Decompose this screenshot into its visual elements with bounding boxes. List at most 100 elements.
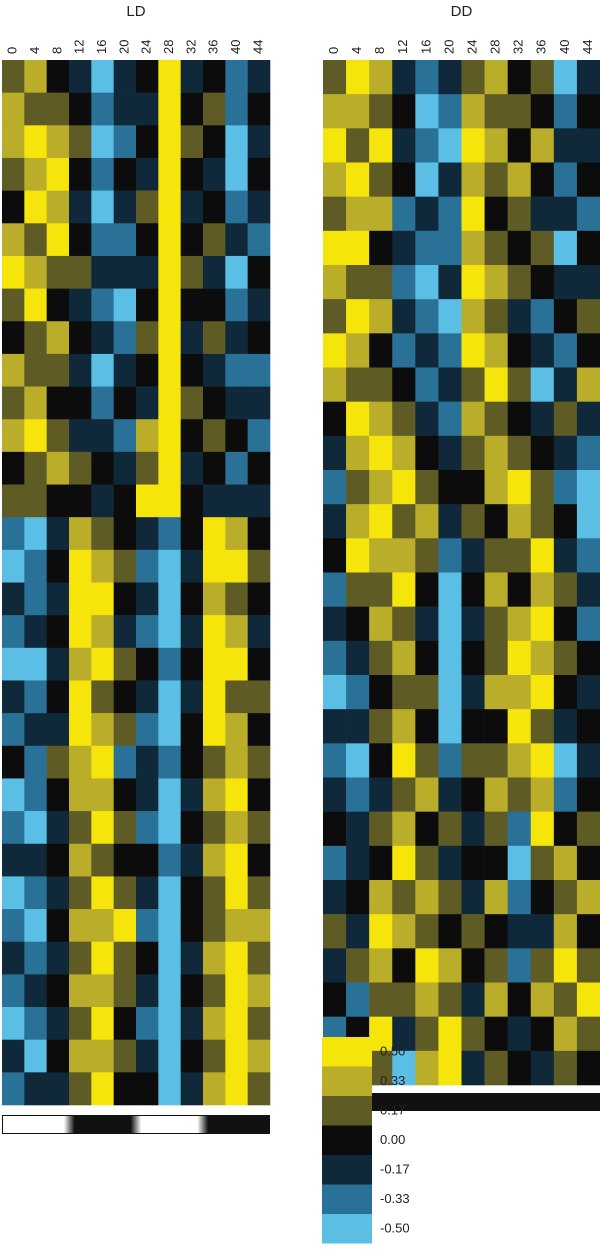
heatmap-cell [91, 451, 114, 485]
heatmap-cell [323, 196, 347, 232]
heatmap-cell [461, 265, 485, 300]
heatmap-cell [484, 196, 508, 232]
heatmap-cell [507, 845, 532, 881]
heatmap-cell [113, 713, 137, 747]
heatmap-cell [136, 288, 159, 322]
heatmap-cell [69, 549, 92, 583]
heatmap-cell [158, 549, 181, 583]
heatmap-cell [415, 435, 439, 471]
heatmap-cell [553, 128, 578, 163]
heatmap-cell [91, 680, 114, 714]
column-label: 0 [326, 47, 341, 54]
heatmap-cell [69, 223, 92, 257]
heatmap-cell [530, 709, 555, 744]
heatmap-cell [392, 94, 416, 129]
heatmap-cell [24, 811, 47, 845]
heatmap-cell [323, 845, 347, 881]
heatmap-cell [203, 484, 226, 518]
heatmap-cell [461, 777, 485, 812]
column-label: 40 [557, 40, 572, 54]
heatmap-cell [91, 974, 114, 1008]
heatmap-cell [530, 777, 555, 812]
heatmap-cell [438, 777, 462, 812]
heatmap-cell [2, 811, 25, 845]
heatmap-cell [91, 549, 114, 583]
heatmap-cell [553, 948, 578, 983]
heatmap-cell [46, 941, 70, 975]
heatmap-cell [507, 777, 532, 812]
heatmap-cell [2, 92, 25, 126]
panel-title: LD [126, 3, 145, 20]
heatmap-cell [247, 1039, 271, 1073]
heatmap-cell [225, 1039, 248, 1073]
heatmap-cell [415, 709, 439, 744]
heatmap-cell [576, 60, 600, 95]
heatmap-cell [346, 196, 370, 232]
heatmap-cell [136, 1039, 159, 1073]
heatmap-cell [415, 94, 439, 129]
heatmap-cell [91, 517, 114, 551]
heatmap-cell [158, 223, 181, 257]
heatmap-cell [158, 876, 181, 910]
heatmap-cell [392, 914, 416, 949]
heatmap-cell [484, 1050, 508, 1086]
heatmap-cell [136, 811, 159, 845]
heatmap-cell [553, 367, 578, 402]
heatmap-cell [484, 572, 508, 607]
heatmap-cell [225, 615, 248, 649]
heatmap-cell [247, 321, 271, 355]
heatmap-cell [91, 223, 114, 257]
heatmap-cell [113, 941, 137, 975]
heatmap-cell [158, 451, 181, 485]
heatmap-cell [576, 162, 600, 197]
heatmap-cell [203, 190, 226, 224]
heatmap-cell [484, 435, 508, 471]
legend-label: 0.17 [380, 1102, 405, 1117]
heatmap-cell [323, 880, 347, 915]
heatmap-cell [24, 1007, 47, 1040]
heatmap-cell [323, 162, 347, 197]
heatmap-cell [69, 778, 92, 812]
heatmap-cell [247, 811, 271, 845]
heatmap-cell [415, 1050, 439, 1086]
heatmap-cell [415, 640, 439, 676]
column-label: 36 [534, 40, 549, 54]
heatmap-cell [2, 125, 25, 159]
heatmap-cell [203, 1039, 226, 1073]
heatmap-cell [2, 517, 25, 551]
heatmap-cell [180, 451, 204, 485]
heatmap-cell [203, 582, 226, 616]
heatmap-cell [113, 549, 137, 583]
heatmap-cell [461, 504, 485, 539]
heatmap-cell [225, 288, 248, 322]
heatmap-cell [113, 223, 137, 257]
heatmap-cell [225, 255, 248, 289]
heatmap-cell [2, 713, 25, 747]
heatmap-cell [203, 876, 226, 910]
heatmap-cell [46, 484, 70, 518]
heatmap-cell [438, 401, 462, 437]
heatmap-cell [415, 230, 439, 266]
heatmap-cell [484, 811, 508, 847]
legend-swatch [322, 1125, 372, 1155]
heatmap-cell [553, 743, 578, 778]
heatmap-cell [530, 572, 555, 607]
legend-label: 0.50 [380, 1043, 405, 1058]
heatmap-cell [369, 230, 393, 266]
heatmap-cell [415, 333, 439, 368]
heatmap-cell [369, 470, 393, 505]
heatmap-cell [46, 647, 70, 681]
heatmap-cell [461, 367, 485, 402]
heatmap-cell [24, 909, 47, 943]
heatmap-cell [323, 230, 347, 266]
heatmap-cell [507, 265, 532, 300]
heatmap-cell [438, 845, 462, 881]
heatmap-cell [369, 880, 393, 915]
heatmap-cell [91, 386, 114, 420]
heatmap-cell [24, 484, 47, 518]
heatmap-cell [507, 367, 532, 402]
heatmap-cell [484, 333, 508, 368]
heatmap-cell [507, 230, 532, 266]
heatmap-cell [346, 401, 370, 437]
heatmap-cell [69, 484, 92, 518]
